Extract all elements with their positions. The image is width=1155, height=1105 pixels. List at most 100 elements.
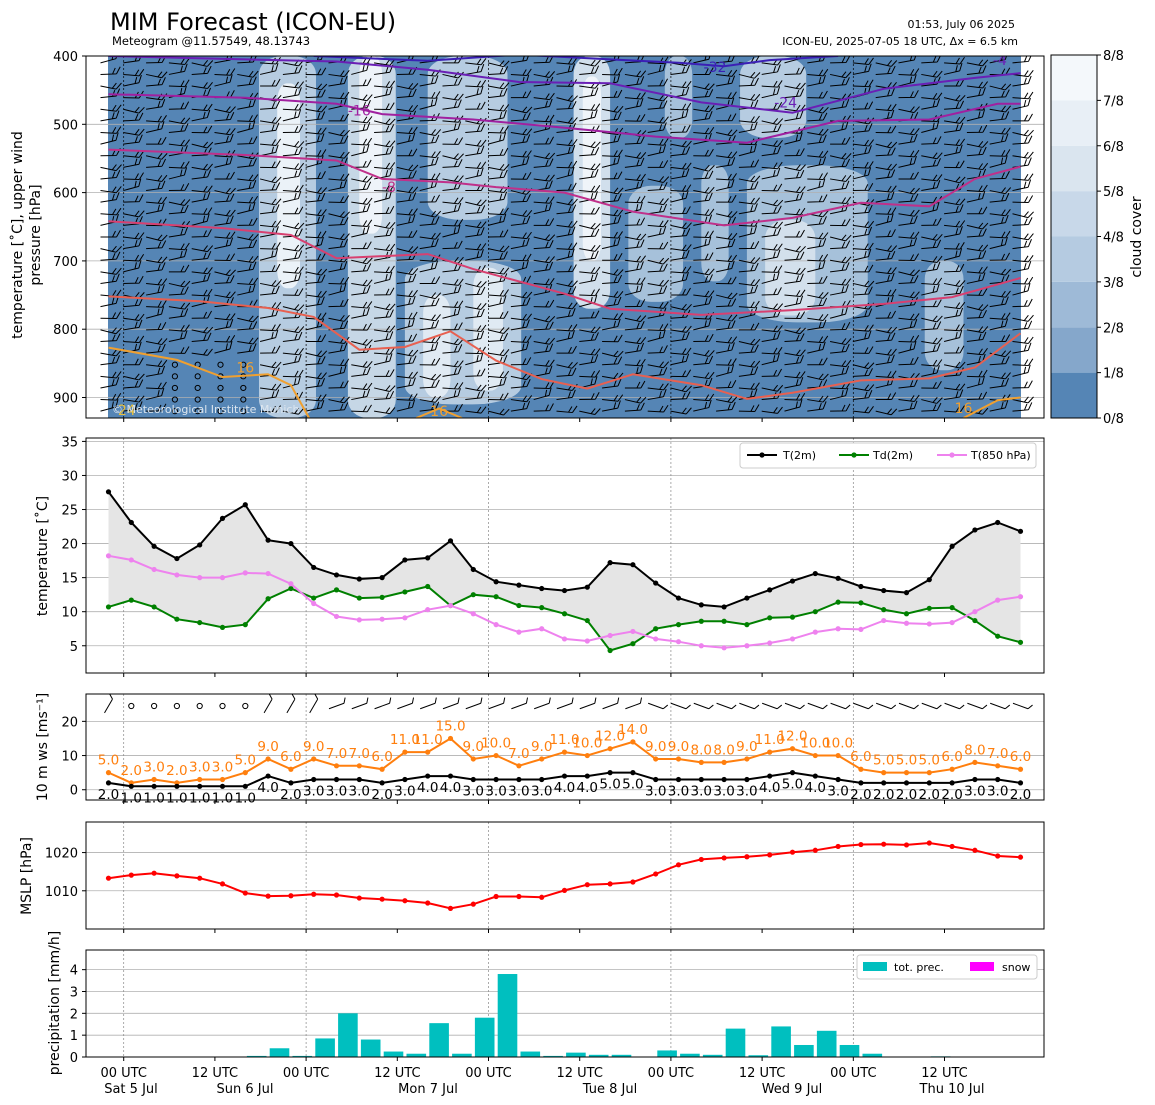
barb-stroke bbox=[237, 174, 259, 182]
wind-barb bbox=[123, 335, 145, 344]
barb-stroke bbox=[761, 243, 783, 251]
barb-stroke bbox=[670, 108, 689, 122]
barb-stroke bbox=[419, 75, 439, 87]
wind-barb bbox=[282, 407, 305, 415]
barb-stroke bbox=[351, 143, 370, 157]
wind-barb bbox=[396, 393, 418, 401]
colorbar-label: cloud cover bbox=[1129, 196, 1145, 278]
barb-stroke bbox=[556, 308, 576, 319]
barb-stroke bbox=[419, 319, 439, 331]
barb-stroke bbox=[442, 366, 462, 377]
barb-stroke bbox=[168, 308, 189, 319]
barb-stroke bbox=[602, 111, 622, 122]
barb-stroke bbox=[214, 215, 234, 226]
wind-barb bbox=[260, 405, 281, 413]
mean-value-label: 4.0 bbox=[805, 780, 826, 796]
wind-barb bbox=[100, 104, 122, 112]
barb-stroke bbox=[373, 353, 393, 366]
wind-barb bbox=[146, 99, 166, 110]
wind-barb bbox=[442, 218, 464, 227]
calm-wind-marker bbox=[217, 408, 224, 415]
wind-barb bbox=[396, 246, 419, 253]
data-point-t2m bbox=[174, 555, 180, 562]
barb-stroke bbox=[533, 256, 555, 264]
barb-stroke bbox=[556, 101, 577, 110]
wind-barb bbox=[282, 162, 305, 171]
barb-stroke bbox=[214, 334, 236, 343]
wind-barb bbox=[351, 360, 373, 368]
wind-barb bbox=[510, 210, 533, 218]
barb-stroke bbox=[351, 338, 373, 346]
barb-stroke bbox=[419, 341, 439, 354]
wind-barb bbox=[191, 288, 213, 297]
barb-stroke bbox=[510, 156, 530, 168]
barb-stroke bbox=[488, 169, 508, 180]
mean-value-label: 3.0 bbox=[463, 783, 484, 799]
wind-barb bbox=[693, 110, 713, 122]
barb-stroke bbox=[533, 196, 555, 204]
data-point-td2m bbox=[539, 605, 545, 611]
wind-barb bbox=[624, 380, 646, 389]
panel-margin bbox=[86, 56, 108, 418]
wind-barb bbox=[761, 243, 783, 251]
mean-value-label: 4.0 bbox=[554, 780, 575, 796]
wind-barb bbox=[168, 79, 190, 88]
wind-barb bbox=[419, 357, 441, 366]
barb-stroke bbox=[305, 133, 325, 145]
barb-stroke bbox=[145, 234, 168, 242]
barb-stroke bbox=[214, 74, 233, 87]
wind-barb bbox=[670, 228, 691, 238]
wind-barb bbox=[168, 280, 191, 288]
wind-barb bbox=[214, 291, 236, 299]
data-point-mslp bbox=[607, 881, 613, 887]
barb-stroke bbox=[351, 697, 369, 710]
wind-barb bbox=[419, 134, 440, 145]
wind-barb bbox=[260, 280, 282, 287]
wind-barb bbox=[373, 353, 393, 366]
barb-stroke bbox=[374, 407, 396, 415]
wind-barb bbox=[396, 164, 419, 172]
barb-stroke bbox=[624, 157, 645, 168]
barb-stroke bbox=[579, 354, 599, 366]
wind-barb bbox=[328, 314, 350, 322]
data-point-t850 bbox=[174, 572, 180, 578]
barb-stroke bbox=[146, 403, 167, 412]
data-point-td2m bbox=[1017, 639, 1024, 645]
wind-barb bbox=[263, 693, 273, 714]
wind-barb bbox=[168, 204, 189, 215]
data-point-mean bbox=[219, 783, 226, 789]
cloud-band bbox=[628, 185, 684, 302]
wind-barb bbox=[260, 116, 282, 124]
wind-barb bbox=[761, 330, 781, 342]
wind-barb bbox=[693, 186, 715, 194]
barb-stroke bbox=[693, 274, 713, 284]
wind-barb bbox=[624, 337, 647, 345]
barb-stroke bbox=[602, 149, 623, 158]
wind-barb bbox=[351, 203, 371, 215]
data-point-td2m bbox=[835, 599, 841, 605]
barb-stroke bbox=[738, 159, 760, 168]
barb-stroke bbox=[487, 408, 510, 416]
barb-stroke bbox=[533, 315, 556, 323]
barb-stroke bbox=[237, 98, 257, 110]
wind-barb bbox=[738, 278, 761, 287]
data-point-t2m bbox=[607, 560, 613, 566]
wind-barb bbox=[761, 271, 780, 284]
barb-stroke bbox=[396, 170, 417, 180]
data-point-mslp bbox=[288, 893, 294, 899]
wind-barb bbox=[602, 209, 624, 217]
barb-stroke bbox=[123, 156, 143, 168]
wind-barb bbox=[146, 180, 166, 192]
barb-stroke bbox=[305, 83, 328, 91]
barb-stroke bbox=[282, 87, 302, 99]
barb-stroke bbox=[647, 345, 668, 354]
data-point-mslp bbox=[356, 895, 362, 901]
wind-barb bbox=[146, 256, 168, 264]
wind-barb bbox=[624, 217, 646, 226]
data-point-td2m bbox=[789, 614, 796, 620]
data-point-t2m bbox=[721, 604, 727, 610]
barb-stroke bbox=[328, 380, 349, 389]
barb-stroke bbox=[263, 693, 273, 714]
barb-stroke bbox=[716, 358, 737, 366]
